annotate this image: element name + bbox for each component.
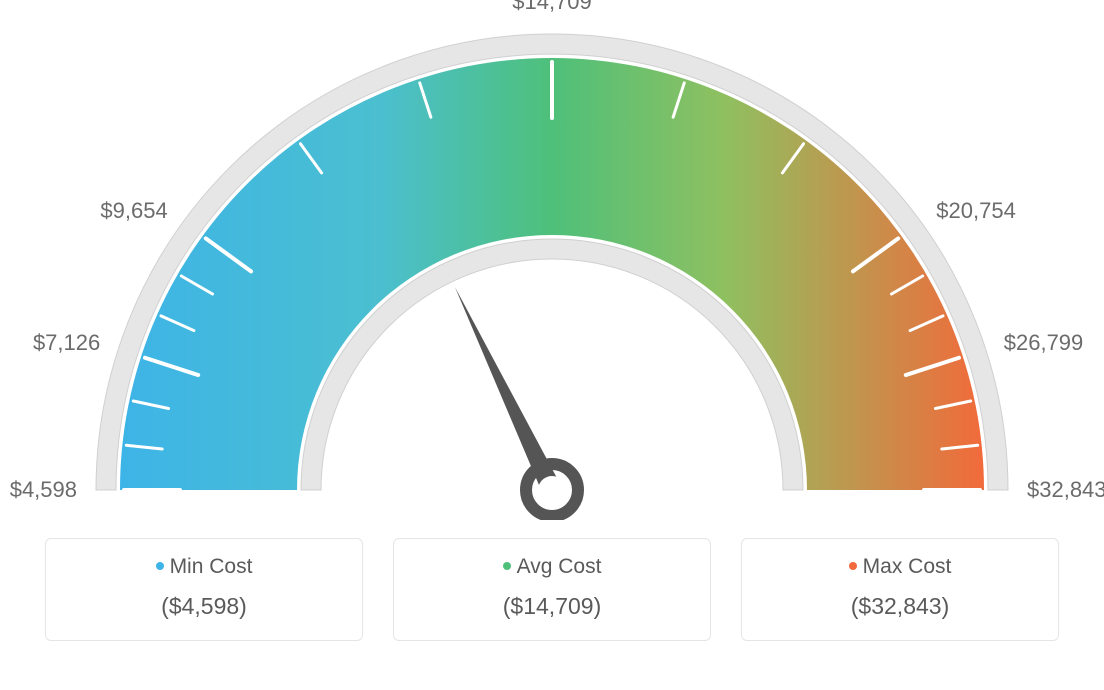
legend-card-max: Max Cost ($32,843): [741, 538, 1059, 641]
gauge-tick-label: $4,598: [10, 477, 77, 503]
gauge-tick-label: $9,654: [100, 198, 167, 224]
legend-title-avg-text: Avg Cost: [517, 555, 602, 578]
gauge-tick-label: $14,709: [512, 0, 592, 15]
legend-value-max: ($32,843): [752, 593, 1048, 620]
legend-card-min: Min Cost ($4,598): [45, 538, 363, 641]
legend-title-max: Max Cost: [752, 555, 1048, 579]
legend-title-min-text: Min Cost: [170, 555, 253, 578]
legend-value-avg: ($14,709): [404, 593, 700, 620]
gauge-svg: [20, 20, 1084, 520]
gauge-tick-label: $7,126: [33, 330, 100, 356]
dot-icon-avg: [503, 562, 511, 570]
gauge-chart: $4,598$7,126$9,654$14,709$20,754$26,799$…: [20, 20, 1084, 520]
legend-card-avg: Avg Cost ($14,709): [393, 538, 711, 641]
gauge-tick-label: $26,799: [1004, 330, 1084, 356]
legend-title-max-text: Max Cost: [863, 555, 952, 578]
legend-title-min: Min Cost: [56, 555, 352, 579]
dot-icon-max: [849, 562, 857, 570]
gauge-tick-label: $20,754: [936, 198, 1016, 224]
legend-title-avg: Avg Cost: [404, 555, 700, 579]
legend-value-min: ($4,598): [56, 593, 352, 620]
dot-icon-min: [156, 562, 164, 570]
legend-row: Min Cost ($4,598) Avg Cost ($14,709) Max…: [20, 538, 1084, 641]
gauge-tick-label: $32,843: [1027, 477, 1104, 503]
